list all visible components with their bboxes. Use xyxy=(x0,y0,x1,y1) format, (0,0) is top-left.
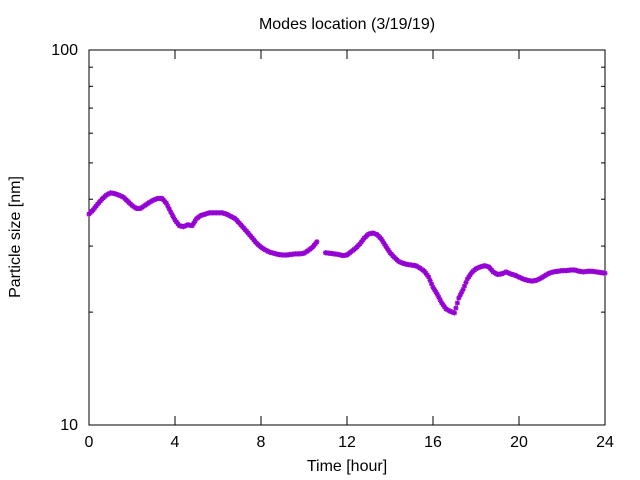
x-axis-label: Time [hour] xyxy=(307,458,387,475)
y-axis-label: Particle size [nm] xyxy=(7,176,24,298)
x-tick-label: 4 xyxy=(171,434,180,451)
data-point xyxy=(454,300,460,306)
chart-title: Modes location (3/19/19) xyxy=(259,16,435,33)
x-tick-label: 24 xyxy=(596,434,614,451)
data-point xyxy=(602,270,608,276)
x-tick-label: 0 xyxy=(85,434,94,451)
y-tick-label: 100 xyxy=(51,42,78,59)
plot-area-frame xyxy=(88,49,606,426)
x-axis-ticks: 0 4 8 12 16 20 24 xyxy=(85,50,614,451)
data-point xyxy=(453,305,459,311)
x-tick-label: 16 xyxy=(424,434,442,451)
y-axis-ticks: 10 100 xyxy=(51,42,605,434)
x-tick-label: 20 xyxy=(510,434,528,451)
y-tick-label: 10 xyxy=(60,417,78,434)
data-point xyxy=(314,239,320,245)
data-point xyxy=(451,310,458,316)
data-points xyxy=(86,190,608,316)
x-tick-label: 8 xyxy=(257,434,266,451)
x-tick-label: 12 xyxy=(338,434,356,451)
